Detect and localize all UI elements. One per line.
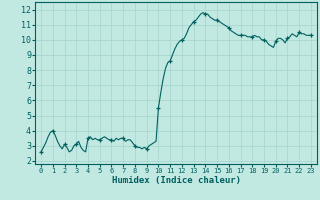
X-axis label: Humidex (Indice chaleur): Humidex (Indice chaleur) <box>111 176 241 185</box>
